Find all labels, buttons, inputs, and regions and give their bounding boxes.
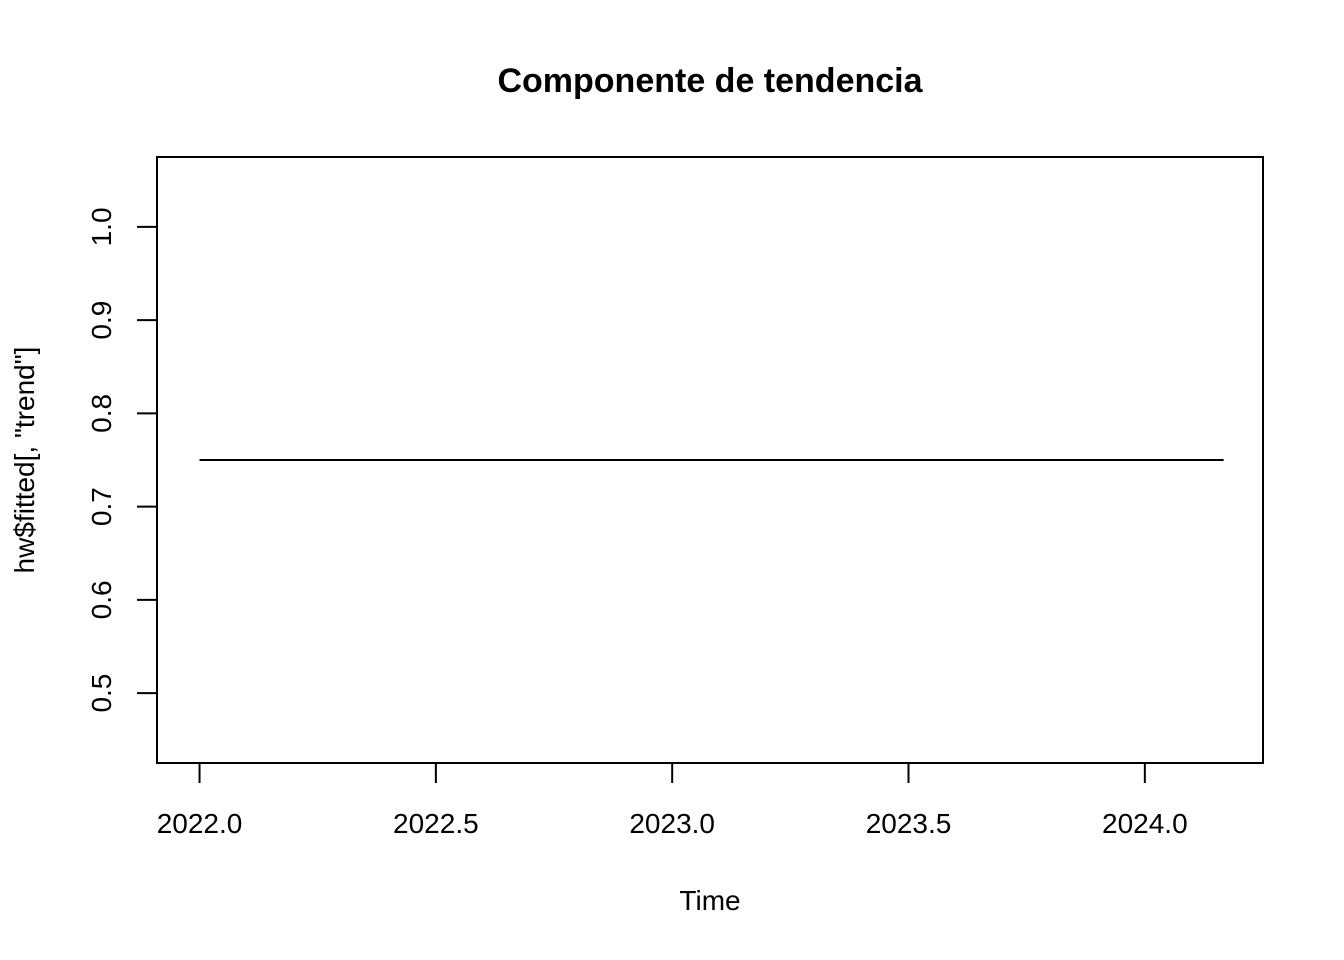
y-axis: 0.5 0.6 0.7 0.8 0.9 1.0: [86, 207, 158, 713]
x-axis: 2022.0 2022.5 2023.0 2023.5 2024.0: [157, 762, 1188, 839]
y-tick-label: 0.7: [86, 487, 117, 526]
x-tick-label: 2023.0: [629, 808, 715, 839]
y-tick-label: 1.0: [86, 207, 117, 246]
y-tick-label: 0.6: [86, 580, 117, 619]
y-tick-label: 0.8: [86, 394, 117, 433]
x-tick-label: 2022.0: [157, 808, 243, 839]
x-tick-label: 2022.5: [393, 808, 479, 839]
x-tick-label: 2023.5: [866, 808, 952, 839]
y-axis-label: hw$fitted[, "trend"]: [9, 347, 40, 574]
y-tick-label: 0.5: [86, 674, 117, 713]
y-tick-label: 0.9: [86, 301, 117, 340]
x-axis-label: Time: [679, 885, 740, 916]
x-tick-label: 2024.0: [1102, 808, 1188, 839]
chart-title: Componente de tendencia: [497, 62, 923, 100]
